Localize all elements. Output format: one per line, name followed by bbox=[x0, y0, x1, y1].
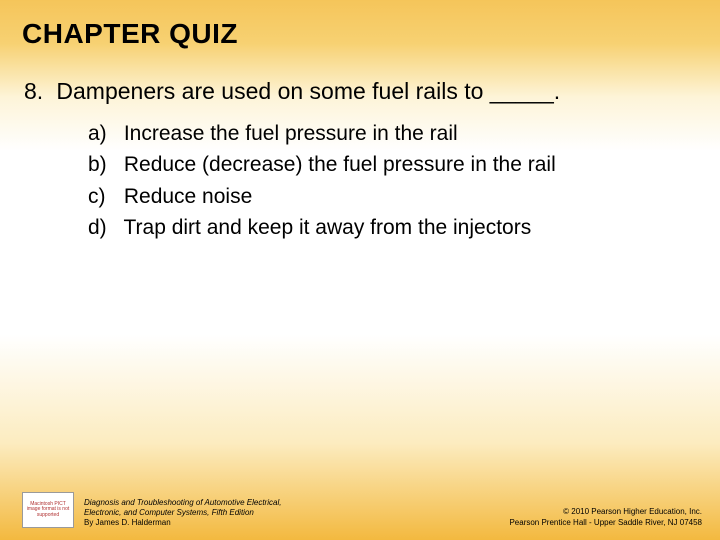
option-b: b) Reduce (decrease) the fuel pressure i… bbox=[88, 150, 698, 179]
book-title-line1: Diagnosis and Troubleshooting of Automot… bbox=[84, 498, 281, 508]
option-text: Reduce (decrease) the fuel pressure in t… bbox=[124, 153, 556, 176]
copyright-line2: Pearson Prentice Hall - Upper Saddle Riv… bbox=[509, 518, 702, 528]
options-list: a) Increase the fuel pressure in the rai… bbox=[22, 119, 698, 243]
book-author: By James D. Halderman bbox=[84, 518, 281, 528]
copyright: © 2010 Pearson Higher Education, Inc. Pe… bbox=[509, 507, 702, 528]
option-a: a) Increase the fuel pressure in the rai… bbox=[88, 119, 698, 148]
question-row: 8. Dampeners are used on some fuel rails… bbox=[22, 78, 698, 105]
option-d: d) Trap dirt and keep it away from the i… bbox=[88, 213, 698, 242]
question-text: Dampeners are used on some fuel rails to… bbox=[56, 78, 560, 104]
chapter-quiz-title: CHAPTER QUIZ bbox=[22, 18, 698, 50]
option-c: c) Reduce noise bbox=[88, 182, 698, 211]
question-number: 8. bbox=[24, 78, 50, 105]
option-label: c) bbox=[88, 182, 118, 211]
option-label: a) bbox=[88, 119, 118, 148]
image-placeholder-text: Macintosh PICT image format is not suppo… bbox=[23, 502, 73, 519]
book-meta: Diagnosis and Troubleshooting of Automot… bbox=[84, 498, 281, 528]
image-placeholder: Macintosh PICT image format is not suppo… bbox=[22, 492, 74, 528]
copyright-line1: © 2010 Pearson Higher Education, Inc. bbox=[509, 507, 702, 517]
option-text: Trap dirt and keep it away from the inje… bbox=[123, 216, 531, 239]
book-title-line2: Electronic, and Computer Systems, Fifth … bbox=[84, 508, 281, 518]
footer-left: Macintosh PICT image format is not suppo… bbox=[22, 492, 281, 528]
option-label: d) bbox=[88, 213, 118, 242]
option-text: Increase the fuel pressure in the rail bbox=[124, 122, 458, 145]
footer: Macintosh PICT image format is not suppo… bbox=[0, 492, 720, 528]
option-text: Reduce noise bbox=[124, 185, 252, 208]
slide: CHAPTER QUIZ 8. Dampeners are used on so… bbox=[0, 0, 720, 540]
option-label: b) bbox=[88, 150, 118, 179]
